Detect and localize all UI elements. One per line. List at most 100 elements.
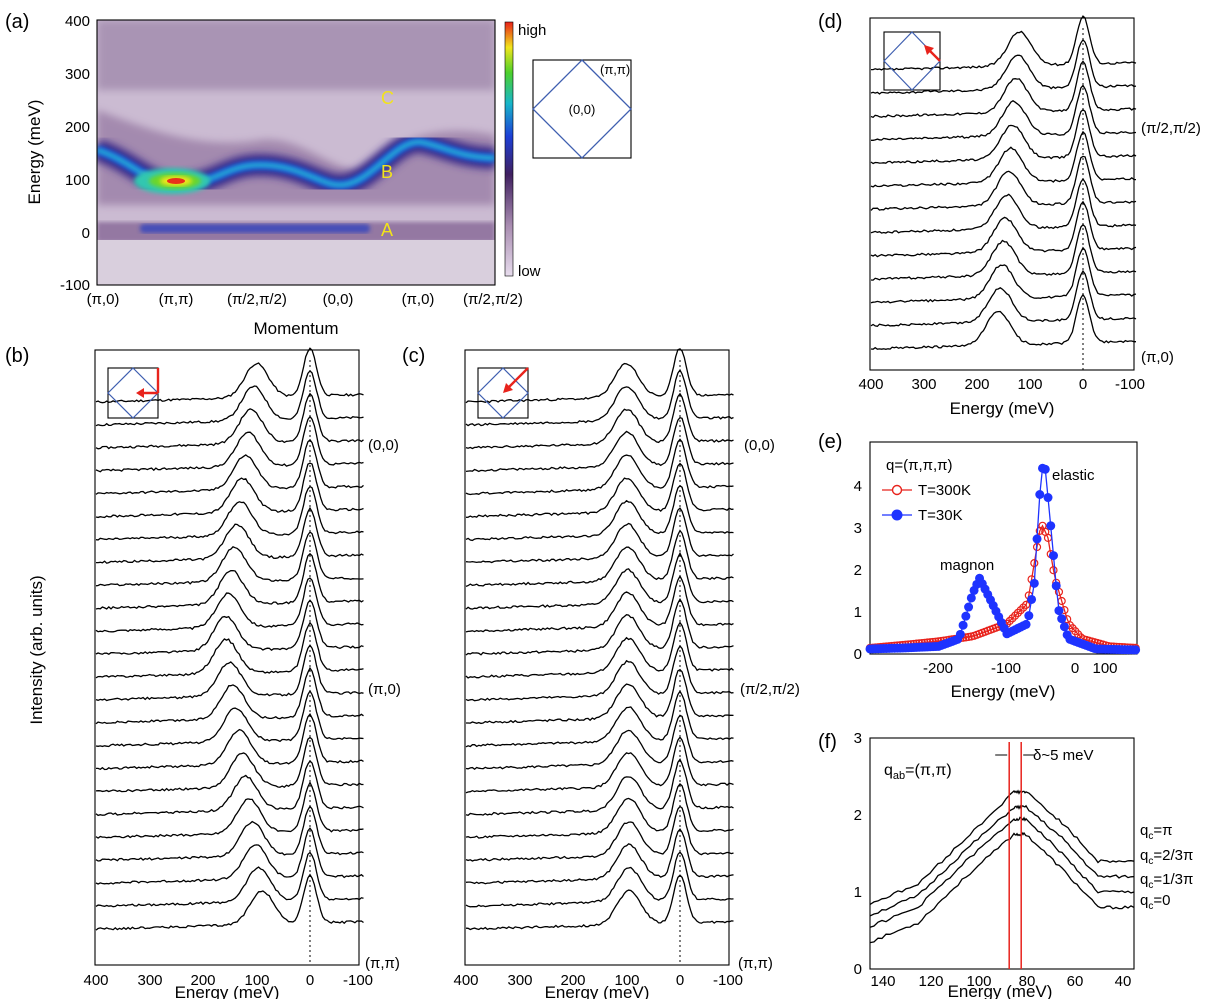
panel-b-letter: (b) (5, 345, 29, 367)
spectrum-line (870, 130, 1137, 188)
spectrum-line (95, 392, 364, 450)
spectrum-line (870, 38, 1137, 95)
xtick: 400 (858, 376, 883, 393)
panel-b-xlabel: Energy (meV) (175, 983, 280, 999)
series-line (869, 804, 1135, 917)
data-point-30k (1048, 551, 1058, 561)
data-point-300k (1021, 600, 1031, 609)
spectrum-line (465, 690, 734, 748)
label-0-0: (0,0) (368, 437, 399, 454)
legend-title: q=(π,π,π) (886, 457, 952, 474)
spectrum-line (95, 531, 364, 587)
xtick: 200 (190, 972, 215, 989)
xtick: 0 (1071, 660, 1079, 677)
panel-a: (a) 400 300 200 100 0 -100 (5, 11, 632, 338)
xtick: 100 (1017, 376, 1042, 393)
spectrum-line (95, 462, 364, 519)
panel-f-frame (869, 737, 1135, 970)
ytick: 4 (854, 478, 862, 495)
curve-label-1-3pi: qc=1/3π (1140, 871, 1193, 891)
spectrum-line (95, 644, 364, 702)
spectrum-line (95, 689, 364, 748)
arrow-head (503, 383, 513, 393)
spectrum-line (95, 347, 364, 404)
xtick: 100 (244, 972, 269, 989)
panel-d: (d) 400 300 200 100 0 -100 Energy (meV) … (818, 11, 1201, 418)
data-point-300k (1011, 611, 1020, 620)
xtick: 0 (676, 972, 684, 989)
spectrum-line (465, 392, 734, 450)
spectrum-line (95, 438, 364, 495)
curve-labels: qc=π qc=2/3π qc=1/3π qc=0 (1140, 822, 1193, 912)
data-point-30k (1021, 619, 1031, 629)
data-point-300k (1019, 603, 1028, 612)
panel-b-spectra (95, 347, 364, 931)
spectrum-line (465, 736, 734, 794)
data-point-300k (1049, 566, 1058, 575)
panel-c-xlabel: Energy (meV) (545, 983, 650, 999)
spectrum-line (95, 577, 364, 633)
xtick: -100 (991, 660, 1021, 677)
data-point-30k (955, 629, 965, 639)
panel-f-letter: (f) (818, 731, 837, 753)
panel-d-letter: (d) (818, 11, 842, 33)
series-line (869, 789, 1135, 906)
bz-diamond (532, 59, 632, 159)
spectrum-line (465, 851, 734, 908)
label-0-0: (0,0) (744, 437, 775, 454)
bz-diamond (883, 31, 941, 91)
spectrum-line (95, 827, 364, 885)
ytick: 1 (854, 884, 862, 901)
ytick: 2 (854, 562, 862, 579)
spectrum-line (95, 759, 364, 817)
xtick: (π,π) (159, 291, 194, 308)
legend-label-30k: T=30K (918, 507, 963, 524)
data-point-30k (961, 611, 971, 621)
data-point-30k (1040, 464, 1050, 474)
spectrum-line (95, 621, 364, 679)
legend-label-300k: T=300K (918, 482, 971, 499)
panel-c-xticks: 400 300 200 100 0 -100 (453, 972, 743, 989)
spectrum-line (95, 485, 364, 541)
panel-f-xlabel: Energy (meV) (948, 982, 1053, 999)
legend-marker-300k (891, 484, 903, 496)
spectrum-line (465, 348, 734, 404)
spectrum-line (465, 714, 734, 771)
spectrum-line (465, 438, 734, 496)
data-point-30k (1059, 622, 1069, 632)
spectrum-line (466, 668, 734, 725)
panel-a-xticks: (π,0) (π,π) (π/2,π/2) (0,0) (π,0) (π/2,π… (87, 291, 523, 308)
series-line (869, 816, 1135, 928)
label-pi-0: (π,0) (368, 681, 401, 698)
xtick: 40 (1115, 973, 1132, 990)
xtick: (π/2,π/2) (227, 291, 287, 308)
data-point-30k (964, 602, 974, 612)
spectrum-line (465, 368, 734, 427)
band-label-A: A (381, 220, 393, 240)
panel-b-ylabel: Intensity (arb. units) (27, 575, 46, 724)
xtick: 0 (306, 972, 314, 989)
ytick: 0 (82, 225, 90, 242)
spectrum-line (465, 805, 734, 862)
data-point-300k (1013, 608, 1022, 618)
spectrum-line (95, 736, 364, 793)
spectrum-line (96, 506, 364, 564)
panel-a-frame (96, 19, 496, 286)
spectrum-line (465, 574, 734, 633)
data-point-30k (1043, 493, 1053, 503)
band-A (140, 224, 370, 233)
panel-a-letter: (a) (5, 11, 29, 33)
label-pi-0: (π,0) (1141, 349, 1174, 366)
spectrum-line (465, 621, 734, 679)
label-pi-pi: (π,π) (738, 955, 773, 972)
arrow-head (924, 45, 934, 55)
spectrum-line (95, 851, 364, 908)
spectrum-line (96, 713, 364, 771)
panel-f-xticks: 140 120 100 80 60 40 (870, 973, 1131, 990)
xtick: 300 (137, 972, 162, 989)
data-point-30k (1024, 611, 1034, 621)
qab-label: qab=(π,π) (884, 762, 952, 782)
spectrum-line (870, 246, 1137, 304)
panel-a-ylabel: Energy (meV) (25, 100, 44, 205)
panel-f-yticks: 0 1 2 3 (854, 730, 862, 978)
